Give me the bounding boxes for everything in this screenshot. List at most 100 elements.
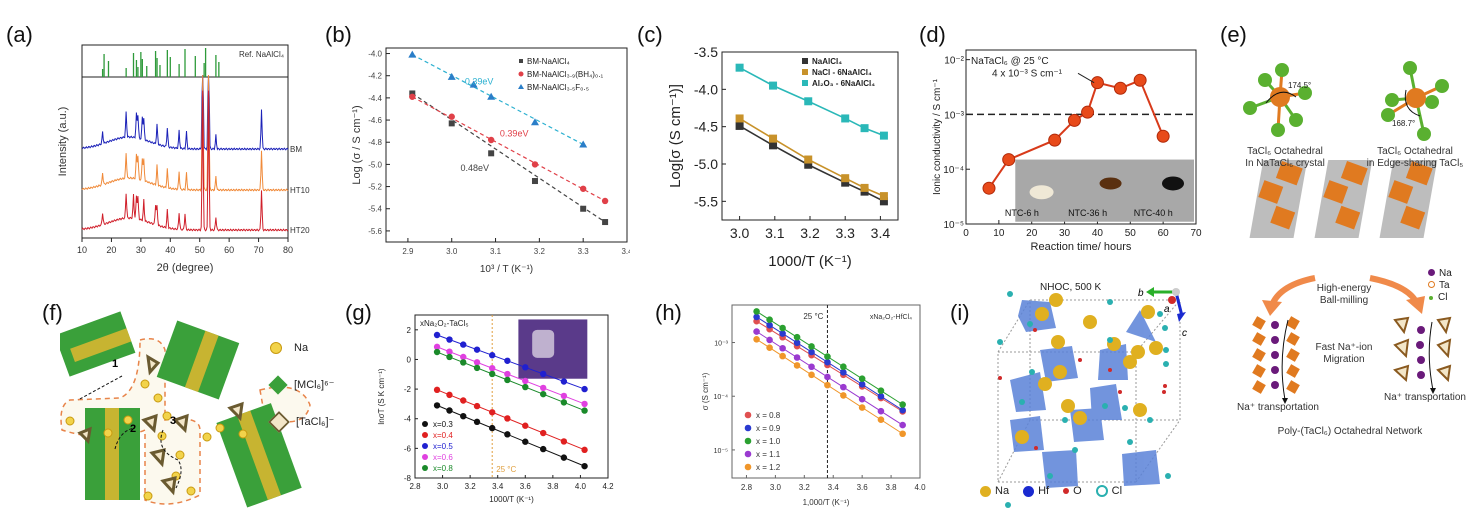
tacl6-octahedron-icon <box>268 411 290 433</box>
y-tick-label: -2 <box>404 385 412 394</box>
data-point <box>581 407 588 414</box>
chart-title: NaTaCl₆ @ 25 °C <box>971 56 1049 67</box>
data-point <box>858 375 866 383</box>
data-point <box>489 364 496 372</box>
chart-d-conductivity-vs-time: 0 10 20 30 40 50 60 70 10⁻⁵ 10⁻⁴ 10⁻³ 10⁻² NTC-6 h NT… <box>932 49 1202 253</box>
x-tick-label: 3.2 <box>799 483 811 492</box>
data-point <box>824 358 831 366</box>
legend-label: BM-NaAlCl₃.₅F₀.₅ <box>527 83 589 92</box>
x-tick-label: 3.3 <box>578 247 590 256</box>
x-tick-label: 3.1 <box>765 225 785 241</box>
annotation-label: 4 x 10⁻³ S cm⁻¹ <box>992 68 1063 79</box>
data-point <box>858 395 866 403</box>
x-tick-label: 50 <box>195 245 205 255</box>
data-point <box>409 93 416 100</box>
data-point <box>769 81 778 90</box>
legend-label: x = 1.2 <box>756 463 781 472</box>
legend-o: O <box>1063 485 1082 497</box>
tacl6-octahedron-right-icon <box>1381 61 1449 141</box>
cl-atom-icon <box>1429 296 1433 300</box>
data-point <box>841 178 850 187</box>
data-point <box>522 383 529 391</box>
y-tick-label: 10⁻⁵ <box>714 448 728 455</box>
plot-frame <box>731 304 921 479</box>
data-point <box>779 330 786 337</box>
x-tick-label: 10 <box>993 228 1005 239</box>
data-point <box>877 416 885 424</box>
data-point <box>840 392 847 399</box>
x-tick-label: 4.0 <box>914 483 926 492</box>
x-axis-label: 2θ (degree) <box>157 262 214 274</box>
panel-e-legend: Na Ta Cl <box>1428 268 1452 304</box>
data-point <box>808 371 815 379</box>
path-label-3: 3 <box>170 415 176 427</box>
na-sphere-icon <box>270 342 282 355</box>
na-atom-icon <box>980 485 991 497</box>
panel-e-schematic: 174.5° 168.7° <box>1220 0 1466 440</box>
data-point <box>1002 153 1016 167</box>
data-point <box>409 90 416 97</box>
x-tick-label: 2.8 <box>409 482 421 491</box>
axis-label-b: b <box>1138 288 1144 299</box>
legend-label: BM-NaAlCl₃.₉(BH₄)₀.₁ <box>527 70 603 79</box>
migration-paths <box>77 375 182 489</box>
data-point <box>766 344 773 351</box>
legend-label: Ta <box>1439 280 1450 291</box>
y-axis-label: lnσT (S K cm⁻¹) <box>377 368 386 424</box>
data-point <box>824 381 831 389</box>
x-tick-label: 3.2 <box>534 247 546 256</box>
data-point <box>779 324 786 332</box>
migration-label: Fast Na⁺-ion Migration <box>1304 342 1384 366</box>
o-atom-icon <box>1063 488 1070 495</box>
legend-marker <box>744 424 752 432</box>
data-point <box>860 183 869 192</box>
x-tick-label: 3.6 <box>520 482 532 491</box>
data-point <box>540 370 547 378</box>
process-line1: High-energy <box>1316 283 1372 294</box>
x-tick-label: 0 <box>963 228 969 239</box>
y-tick-label: 10⁻³ <box>944 110 964 121</box>
data-point <box>531 161 539 168</box>
x-tick-label: 3.8 <box>547 482 559 491</box>
caption-right-line2: in Edge-sharing TaCl₅ <box>1366 158 1464 169</box>
data-point <box>877 393 885 400</box>
legend-label: Cl <box>1111 485 1123 497</box>
activation-energy-label: 0.39eV <box>465 77 494 87</box>
inset-sample-black <box>1162 176 1184 191</box>
inset-sample-brown <box>1099 177 1122 190</box>
inset-label: NTC-6 h <box>1005 208 1039 218</box>
data-point <box>899 401 906 408</box>
legend-na: Na <box>1428 268 1452 280</box>
y-tick-label: -5.5 <box>694 193 718 209</box>
data-point <box>581 462 588 470</box>
data-point <box>504 357 511 364</box>
na-migration-right-icon <box>1393 316 1452 394</box>
data-point <box>473 359 481 366</box>
data-point <box>446 336 453 343</box>
data-point <box>601 197 609 205</box>
data-point <box>779 344 786 352</box>
legend-na: Na <box>270 330 334 367</box>
axis-triad-icon: b a c <box>1138 287 1187 339</box>
data-point <box>460 341 467 348</box>
data-point <box>753 335 760 343</box>
legend-marker <box>519 59 523 63</box>
x-tick-label: 10 <box>77 245 87 255</box>
data-point <box>522 438 529 445</box>
legend-marker <box>518 71 524 77</box>
y-tick-label: -8 <box>404 474 412 483</box>
x-tick-label: 3.0 <box>437 482 449 491</box>
data-point <box>804 97 813 106</box>
y-axis-label: Ionic conductivity / S cm⁻¹ <box>932 78 943 195</box>
x-tick-label: 50 <box>1125 228 1137 239</box>
data-point <box>753 328 760 335</box>
inset-label: NTC-40 h <box>1134 208 1173 218</box>
legend-label: x = 1.0 <box>756 437 781 446</box>
panel-label-g: (g) <box>345 300 372 325</box>
y-tick-label: -6 <box>404 444 412 453</box>
data-point <box>581 385 588 393</box>
reference-label: Ref. NaAlCl₄ <box>239 50 284 59</box>
data-point <box>448 113 455 120</box>
plot-frame <box>385 47 628 243</box>
legend-marker <box>802 80 808 86</box>
